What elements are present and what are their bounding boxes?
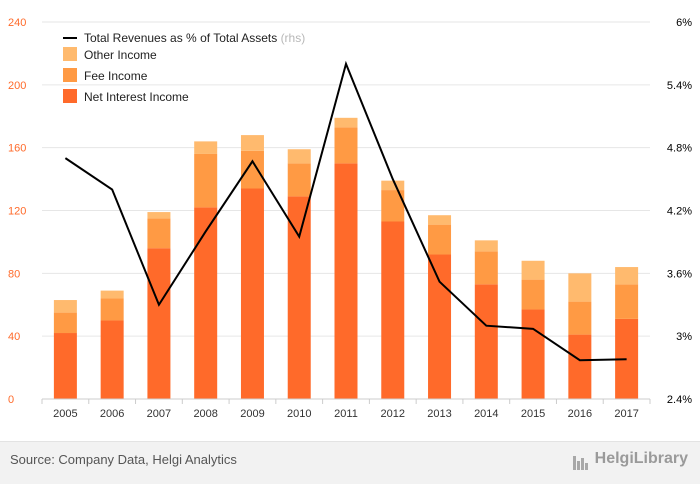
brand-name: HelgiLibrary [594, 450, 688, 467]
x-tick-label: 2009 [240, 408, 264, 420]
bar-segment [615, 318, 639, 399]
bar-segment [287, 149, 311, 164]
y-left-tick-label: 120 [8, 206, 26, 218]
bar-segment [474, 240, 498, 252]
y-right-tick-label: 3% [676, 331, 692, 343]
bar-segment [568, 301, 592, 335]
bar-segment [381, 221, 405, 399]
footer: Source: Company Data, Helgi Analytics He… [0, 441, 700, 484]
bar-segment [334, 117, 358, 128]
y-right-tick-label: 4.8% [667, 143, 692, 155]
y-left-tick-label: 0 [8, 394, 14, 406]
bar-segment [287, 163, 311, 197]
legend-swatch [63, 68, 77, 82]
bar-segment [381, 190, 405, 222]
legend-label: Total Revenues as % of Total Assets (rhs… [84, 31, 305, 45]
y-left-tick-label: 240 [8, 17, 26, 29]
bar-segment [194, 153, 218, 208]
bar-segment [147, 248, 171, 399]
x-tick-label: 2013 [427, 408, 451, 420]
bar-segment [194, 207, 218, 399]
legend-rhs-suffix: (rhs) [281, 31, 306, 45]
legend-label: Other Income [84, 48, 157, 62]
bar-segment [100, 290, 124, 299]
bar-segment [474, 284, 498, 399]
bar-segment [287, 196, 311, 399]
bar-segment [428, 215, 452, 225]
x-tick-label: 2010 [287, 408, 311, 420]
bar-segment [521, 260, 545, 280]
line-series [64, 60, 627, 362]
bar-segment [474, 251, 498, 285]
bar-segment [334, 163, 358, 399]
bar-segment [240, 188, 264, 399]
bar-segment [147, 212, 171, 219]
x-tick-label: 2006 [100, 408, 124, 420]
y-left-tick-label: 200 [8, 80, 26, 92]
y-left-tick-label: 160 [8, 143, 26, 155]
bar-segment [428, 254, 452, 399]
bar-segment [240, 135, 264, 151]
legend-label: Fee Income [84, 69, 148, 83]
bar-segment [100, 320, 124, 399]
bar-segment [53, 300, 77, 313]
bar-segment [53, 312, 77, 334]
bar-segment [428, 224, 452, 255]
x-tick-label: 2011 [334, 408, 358, 420]
y-right-tick-label: 4.2% [667, 206, 692, 218]
y-right-tick-label: 5.4% [667, 80, 692, 92]
y-right-tick-label: 6% [676, 17, 692, 29]
x-tick-label: 2015 [521, 408, 545, 420]
bar-segment [568, 334, 592, 399]
x-tick-label: 2016 [568, 408, 592, 420]
bar-segment [615, 284, 639, 319]
y-left-tick-label: 40 [8, 331, 20, 343]
x-tick-label: 2007 [147, 408, 171, 420]
legend-label: Net Interest Income [84, 90, 189, 104]
bar-segment [194, 141, 218, 154]
bar-segment [568, 273, 592, 302]
bar-segment [615, 267, 639, 285]
x-tick-label: 2012 [381, 408, 405, 420]
bar-segment [53, 333, 77, 399]
bar-segment [334, 127, 358, 164]
bar-segment [521, 309, 545, 399]
library-icon [572, 452, 591, 470]
y-right-tick-label: 3.6% [667, 268, 692, 280]
y-left-tick-label: 80 [8, 268, 20, 280]
x-tick-label: 2014 [474, 408, 498, 420]
source-text: Source: Company Data, Helgi Analytics [10, 452, 237, 467]
chart-svg: 0 40 80 120 160 200 240 2.4% 3% 3.6% 4.2% 4.8% 5.4% 6… [8, 17, 692, 420]
legend-swatch [63, 47, 77, 61]
x-tick-label: 2008 [193, 408, 217, 420]
x-tick-label: 2005 [53, 408, 77, 420]
y-right-tick-label: 2.4% [667, 394, 692, 406]
legend-swatch [63, 89, 77, 103]
bar-segment [240, 150, 264, 189]
bar-segment [521, 279, 545, 310]
brand-logo: HelgiLibrary [572, 450, 688, 470]
x-tick-label: 2017 [614, 408, 638, 420]
bar-segment [100, 298, 124, 321]
bar-segment [381, 180, 405, 191]
bar-segment [147, 218, 171, 249]
